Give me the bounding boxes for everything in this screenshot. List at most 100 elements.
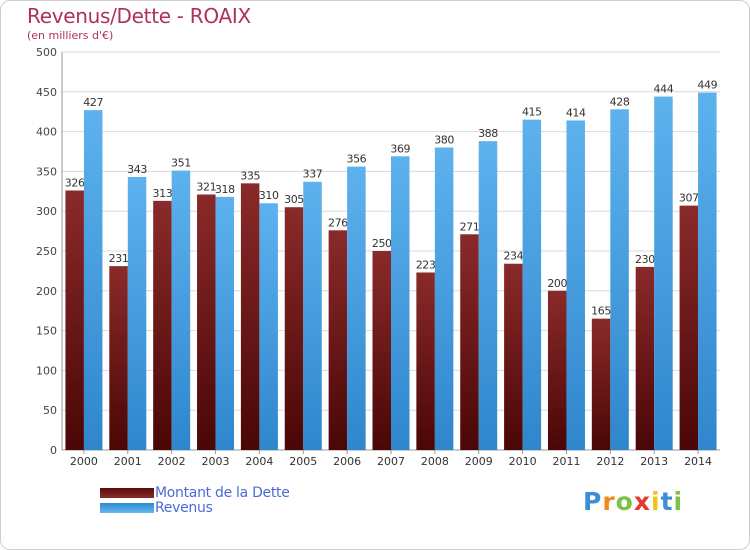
logo-letter: r xyxy=(602,487,616,516)
bar-revenus xyxy=(259,203,278,450)
label-revenus: 427 xyxy=(83,96,103,109)
bar-dette xyxy=(372,251,391,450)
bar-dette xyxy=(591,318,611,450)
x-tick-label: 2001 xyxy=(114,455,142,468)
bar-dette xyxy=(547,290,567,450)
x-tick-label: 2012 xyxy=(596,455,624,468)
label-revenus: 449 xyxy=(697,79,717,92)
label-revenus: 388 xyxy=(478,127,498,140)
label-revenus: 369 xyxy=(390,142,410,155)
y-tick-label: 150 xyxy=(36,325,57,338)
bar-dette xyxy=(328,230,348,450)
label-dette: 165 xyxy=(591,305,611,318)
label-revenus: 310 xyxy=(259,189,279,202)
x-tick-label: 2011 xyxy=(552,455,580,468)
revenus-swatch xyxy=(100,503,154,513)
label-dette: 276 xyxy=(328,216,348,229)
bar-revenus xyxy=(347,166,366,450)
bar-revenus xyxy=(171,170,191,450)
x-tick-label: 2010 xyxy=(509,455,537,468)
logo-letter: P xyxy=(583,487,603,516)
logo-letter: x xyxy=(633,487,651,516)
label-dette: 313 xyxy=(153,187,173,200)
y-tick-label: 450 xyxy=(36,86,57,99)
x-tick-label: 2007 xyxy=(377,455,405,468)
x-tick-label: 2013 xyxy=(640,455,668,468)
x-tick-label: 2003 xyxy=(202,455,230,468)
bar-revenus xyxy=(83,110,103,450)
bar-revenus xyxy=(698,92,717,450)
bar-revenus xyxy=(478,141,498,451)
y-tick-label: 50 xyxy=(43,404,57,417)
chart-subtitle: (en milliers d'€) xyxy=(27,29,114,42)
label-revenus: 337 xyxy=(303,168,323,181)
bar-dette xyxy=(153,200,172,450)
bar-dette xyxy=(635,266,655,450)
x-tick-label: 2009 xyxy=(465,455,493,468)
label-revenus: 356 xyxy=(346,153,366,166)
bar-revenus xyxy=(127,176,147,451)
bar-dette xyxy=(460,234,479,450)
label-dette: 326 xyxy=(65,177,85,190)
logo-letter: i xyxy=(673,487,684,516)
label-dette: 307 xyxy=(679,192,699,205)
bar-dette xyxy=(284,207,304,450)
x-tick-label: 2002 xyxy=(158,455,186,468)
legend-label-dette: Montant de la Dette xyxy=(155,485,290,501)
label-revenus: 380 xyxy=(434,134,454,147)
label-dette: 335 xyxy=(240,169,260,182)
label-dette: 234 xyxy=(503,250,523,263)
label-dette: 200 xyxy=(547,277,567,290)
bar-revenus xyxy=(654,96,673,451)
bar-revenus xyxy=(303,181,322,451)
x-tick-label: 2006 xyxy=(333,455,361,468)
label-dette: 321 xyxy=(196,180,216,193)
label-revenus: 351 xyxy=(171,157,191,170)
y-tick-label: 500 xyxy=(36,46,57,59)
bar-revenus xyxy=(566,120,585,451)
legend-label-revenus: Revenus xyxy=(155,500,213,516)
y-tick-label: 0 xyxy=(50,444,57,457)
y-tick-label: 250 xyxy=(36,245,57,258)
label-dette: 223 xyxy=(416,258,436,271)
label-dette: 250 xyxy=(372,237,392,250)
y-tick-label: 300 xyxy=(36,205,57,218)
bar-dette xyxy=(240,183,260,450)
x-tick-label: 2014 xyxy=(684,455,712,468)
y-tick-label: 100 xyxy=(36,364,57,377)
label-revenus: 428 xyxy=(610,95,630,108)
x-tick-label: 2004 xyxy=(245,455,273,468)
bar-dette xyxy=(65,190,84,450)
y-tick-label: 400 xyxy=(36,126,57,139)
bar-dette xyxy=(109,266,128,450)
label-dette: 231 xyxy=(109,252,129,265)
label-revenus: 414 xyxy=(566,106,586,119)
x-tick-label: 2000 xyxy=(70,455,98,468)
bar-revenus xyxy=(391,156,410,450)
label-revenus: 415 xyxy=(522,106,542,119)
bar-revenus xyxy=(215,196,235,450)
bar-revenus xyxy=(522,119,542,450)
label-dette: 271 xyxy=(460,220,480,233)
label-revenus: 444 xyxy=(654,83,674,96)
bar-dette xyxy=(679,205,699,450)
label-revenus: 343 xyxy=(127,163,147,176)
bar-revenus xyxy=(610,109,629,450)
dette-swatch xyxy=(100,488,154,498)
logo-letter: o xyxy=(615,487,634,516)
label-revenus: 318 xyxy=(215,183,235,196)
label-dette: 230 xyxy=(635,253,655,266)
bar-revenus xyxy=(434,147,454,450)
label-dette: 305 xyxy=(284,193,304,206)
logo-letter: i xyxy=(651,487,661,516)
proxiti-logo: Proxiti xyxy=(583,487,683,516)
y-tick-label: 350 xyxy=(36,165,57,178)
bar-dette xyxy=(504,263,523,450)
chart-title: Revenus/Dette - ROAIX xyxy=(27,4,251,28)
y-tick-label: 200 xyxy=(36,285,57,298)
x-tick-label: 2008 xyxy=(421,455,449,468)
bar-dette xyxy=(416,272,435,450)
x-tick-label: 2005 xyxy=(289,455,317,468)
bar-dette xyxy=(197,194,216,450)
